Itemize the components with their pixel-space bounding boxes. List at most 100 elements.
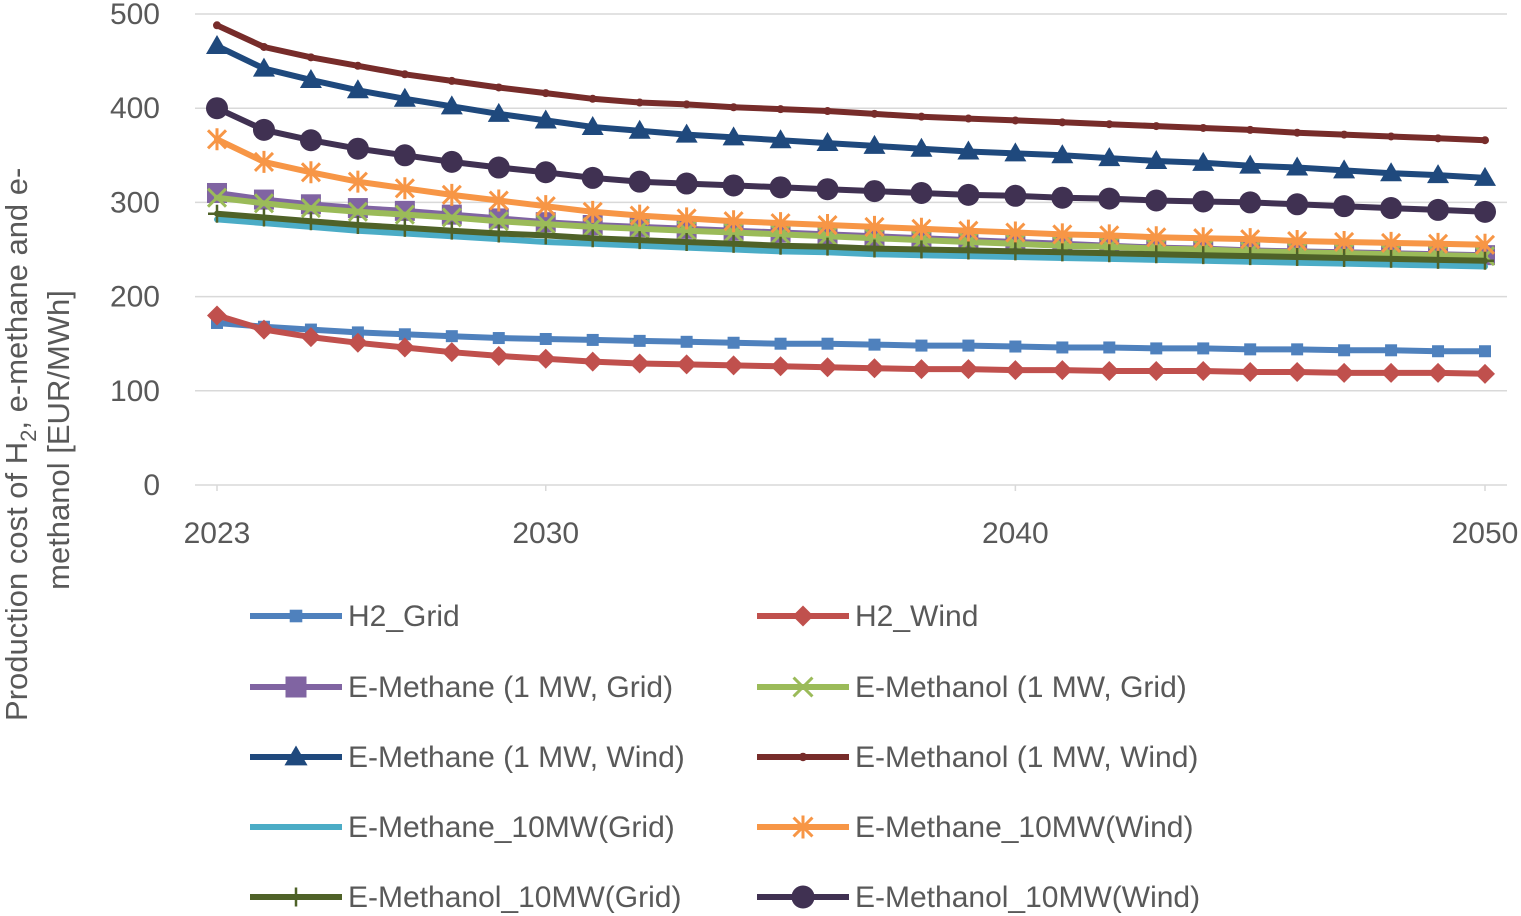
data-point-h2-grid-2050	[1479, 345, 1491, 358]
series-line-e-methanol-1-mw-grid	[214, 194, 1488, 260]
data-point-e-methane-1-mw-wind-2046	[1286, 156, 1309, 176]
data-point-e-methanol-10mw-wind-2030	[534, 161, 557, 184]
data-point-h2-wind-2028	[441, 342, 462, 363]
series-e-methanol-10mw-grid	[208, 204, 1494, 270]
data-point-e-methane-1-mw-wind-2037	[863, 134, 886, 154]
legend-marker-e-methane-10mw-wind	[792, 815, 814, 839]
data-point-h2-wind-2024	[253, 319, 274, 340]
data-point-e-methane-1-mw-wind-2027	[393, 87, 416, 107]
data-point-h2-grid-2042	[1103, 341, 1116, 354]
legend-label-e-methane-1-mw-wind: E-Methane (1 MW, Wind)	[348, 741, 685, 774]
data-point-e-methanol-1-mw-wind-2047	[1340, 130, 1349, 139]
series-h2-wind	[207, 305, 1495, 384]
data-point-h2-grid-2029	[492, 332, 505, 345]
data-point-e-methanol-1-mw-grid-2025	[300, 197, 321, 219]
data-point-e-methanol-1-mw-wind-2037	[870, 109, 879, 118]
data-point-e-methanol-10mw-grid-2026	[348, 216, 367, 235]
data-point-e-methane-10mw-wind-2037	[864, 215, 885, 238]
y-axis-label-subscript: 2	[16, 430, 41, 442]
data-point-e-methane-10mw-wind-2026	[347, 170, 368, 193]
data-point-h2-grid-2037	[868, 338, 881, 351]
x-tick-label-2040: 2040	[982, 517, 1049, 550]
legend-marker-e-methanol-1-mw-wind	[798, 752, 808, 762]
data-point-h2-grid-2035	[774, 337, 787, 350]
data-point-e-methanol-1-mw-wind-2046	[1293, 128, 1302, 137]
data-point-e-methane-1-mw-wind-2036	[816, 132, 839, 152]
series-line-e-methanol-10mw-wind	[214, 105, 1488, 215]
series-line-h2-wind	[214, 312, 1488, 377]
data-point-e-methanol-10mw-wind-2048	[1380, 197, 1403, 220]
data-point-h2-wind-2038	[911, 359, 932, 380]
y-axis-label: Production cost of H2, e-methane and e- …	[0, 159, 76, 721]
data-point-e-methanol-10mw-grid-2036	[818, 237, 837, 256]
data-point-e-methanol-10mw-grid-2049	[1429, 250, 1448, 269]
data-point-e-methanol-1-mw-grid-2024	[253, 193, 275, 214]
data-point-e-methanol-10mw-wind-2036	[816, 178, 839, 201]
data-point-e-methanol-10mw-wind-2033	[675, 172, 698, 195]
data-point-e-methane-1-mw-wind-2048	[1380, 162, 1403, 182]
data-point-e-methanol-1-mw-wind-2024	[259, 42, 268, 51]
data-point-e-methanol-10mw-grid-2039	[959, 241, 978, 260]
data-point-h2-wind-2025	[300, 327, 321, 348]
data-point-e-methanol-1-mw-wind-2026	[353, 61, 362, 70]
data-point-h2-wind-2026	[347, 332, 368, 353]
data-point-h2-grid-2038	[915, 339, 928, 352]
data-point-h2-grid-2032	[633, 334, 646, 347]
data-point-e-methane-10mw-wind-2031	[582, 200, 603, 223]
series-line-h2-grid	[214, 320, 1488, 355]
legend-label-e-methane-10mw-grid: E-Methane_10MW(Grid)	[348, 811, 675, 844]
data-point-e-methane-10mw-wind-2027	[394, 177, 415, 200]
data-point-h2-grid-2028	[445, 330, 458, 343]
data-point-h2-wind-2050	[1475, 363, 1495, 384]
data-point-e-methanol-10mw-wind-2032	[628, 170, 651, 193]
data-point-e-methane-10mw-wind-2025	[300, 161, 321, 184]
data-point-h2-wind-2029	[488, 345, 509, 366]
data-point-e-methane-1-mw-wind-2041	[1051, 144, 1074, 164]
legend-label-e-methanol-1-mw-grid: E-Methanol (1 MW, Grid)	[855, 671, 1187, 704]
data-point-e-methanol-10mw-grid-2029	[489, 224, 508, 243]
data-point-e-methane-1-mw-wind-2028	[440, 95, 463, 115]
data-point-e-methanol-1-mw-grid-2030	[535, 214, 556, 235]
data-point-h2-wind-2041	[1052, 360, 1073, 381]
data-point-e-methanol-1-mw-wind-2031	[588, 94, 597, 103]
y-axis-ticks: 0 100 200 300 400 500	[110, 0, 160, 502]
y-tick-label-100: 100	[110, 375, 160, 408]
data-point-h2-wind-2047	[1334, 362, 1355, 383]
y-tick-label-500: 500	[110, 0, 160, 31]
data-point-e-methanol-1-mw-wind-2036	[823, 107, 832, 116]
data-point-e-methane-10mw-wind-2029	[488, 189, 509, 212]
y-tick-label-300: 300	[110, 186, 160, 219]
legend-label-e-methane-1-mw-grid: E-Methane (1 MW, Grid)	[348, 671, 673, 704]
data-point-e-methanol-10mw-grid-2023	[208, 204, 226, 223]
x-axis-ticks: 2023 2030 2040 2050	[184, 517, 1519, 550]
data-point-h2-grid-2027	[398, 328, 411, 341]
data-point-e-methanol-10mw-grid-2034	[724, 234, 743, 253]
data-point-e-methanol-10mw-wind-2041	[1051, 186, 1074, 209]
data-point-h2-grid-2034	[727, 336, 740, 349]
data-point-h2-grid-2046	[1291, 343, 1304, 356]
data-point-e-methanol-10mw-wind-2031	[581, 166, 604, 189]
data-point-e-methane-1-mw-wind-2025	[299, 68, 322, 88]
legend-marker-h2-grid	[289, 609, 303, 623]
data-point-h2-grid-2039	[962, 339, 975, 352]
data-point-e-methanol-1-mw-wind-2040	[1011, 116, 1020, 125]
data-point-e-methanol-10mw-grid-2044	[1194, 246, 1213, 265]
data-point-e-methanol-1-mw-wind-2039	[964, 114, 973, 123]
data-point-e-methane-1-mw-wind-2042	[1098, 147, 1121, 167]
data-point-e-methanol-10mw-grid-2046	[1288, 248, 1307, 267]
legend-item-e-methane-1-mw-grid: E-Methane (1 MW, Grid)	[250, 671, 673, 704]
legend: H2_Grid H2_Wind E-Methane (1 MW, Grid) E-Me…	[250, 600, 1200, 914]
data-point-e-methanol-10mw-wind-2024	[252, 118, 275, 141]
data-point-e-methanol-10mw-wind-2038	[910, 181, 933, 204]
data-point-e-methane-10mw-wind-2028	[441, 183, 462, 206]
data-point-e-methanol-1-mw-grid-2028	[441, 207, 462, 228]
data-point-h2-grid-2040	[1009, 340, 1022, 353]
data-point-e-methanol-10mw-grid-2033	[677, 232, 696, 251]
data-point-e-methanol-1-mw-wind-2025	[306, 53, 315, 62]
data-point-h2-wind-2039	[958, 359, 979, 380]
x-tick-label-2050: 2050	[1452, 517, 1519, 550]
data-point-e-methanol-1-mw-wind-2044	[1199, 123, 1208, 132]
data-point-e-methanol-10mw-wind-2049	[1427, 198, 1450, 221]
data-point-e-methanol-1-mw-wind-2035	[776, 105, 785, 114]
